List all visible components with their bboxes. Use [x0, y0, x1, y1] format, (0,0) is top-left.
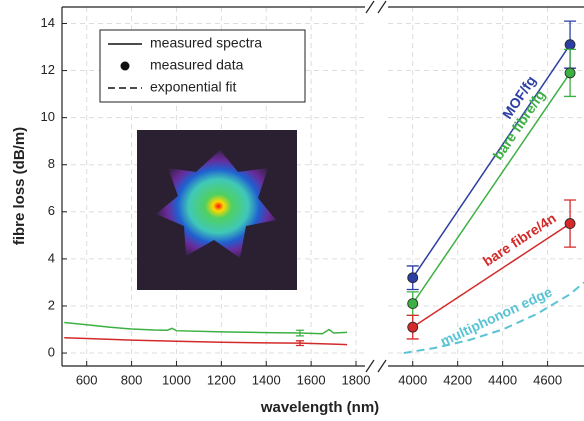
y-tick-label: 10 [41, 109, 55, 124]
x-tick-label: 4400 [488, 372, 517, 387]
axis-break [366, 360, 374, 372]
data-point [408, 322, 418, 332]
series-line [64, 338, 347, 345]
x-tick-label: 1000 [162, 372, 191, 387]
y-tick-label: 6 [48, 203, 55, 218]
series-line [64, 322, 347, 333]
data-point [408, 273, 418, 283]
x-tick-label: 4000 [398, 372, 427, 387]
series-annotation: multiphonon edge [438, 283, 555, 349]
axis-break [378, 360, 386, 372]
x-tick-label: 4200 [443, 372, 472, 387]
legend-label: measured data [150, 57, 244, 73]
chart: wavelength (nm) fibre loss (dB/m) 0 2 4 6 8 1… [0, 0, 584, 416]
y-axis-title: fibre loss (dB/m) [11, 127, 28, 245]
x-tick-label: 1600 [297, 372, 326, 387]
y-tick-label: 14 [41, 15, 55, 30]
y-tick-label: 0 [48, 344, 55, 359]
x-tick-label: 1200 [207, 372, 236, 387]
series-line [413, 73, 570, 304]
legend-label: exponential fit [150, 79, 237, 95]
data-point [565, 68, 575, 78]
x-axis-title: wavelength (nm) [260, 399, 379, 416]
axis-break [366, 1, 374, 13]
y-tick-label: 8 [48, 156, 55, 171]
legend-label: measured spectra [150, 35, 262, 51]
data-point [565, 219, 575, 229]
data-point [565, 40, 575, 50]
x-tick-label: 1400 [252, 372, 281, 387]
x-tick-label: 600 [76, 372, 98, 387]
y-tick-label: 4 [48, 250, 55, 265]
x-tick-label: 4600 [533, 372, 562, 387]
x-tick-label: 800 [121, 372, 143, 387]
y-tick-label: 2 [48, 297, 55, 312]
data-point [408, 299, 418, 309]
series-line [413, 45, 570, 278]
axis-break [378, 1, 386, 13]
y-tick-label: 12 [41, 62, 55, 77]
legend-marker [121, 62, 130, 71]
x-tick-label: 1800 [342, 372, 371, 387]
